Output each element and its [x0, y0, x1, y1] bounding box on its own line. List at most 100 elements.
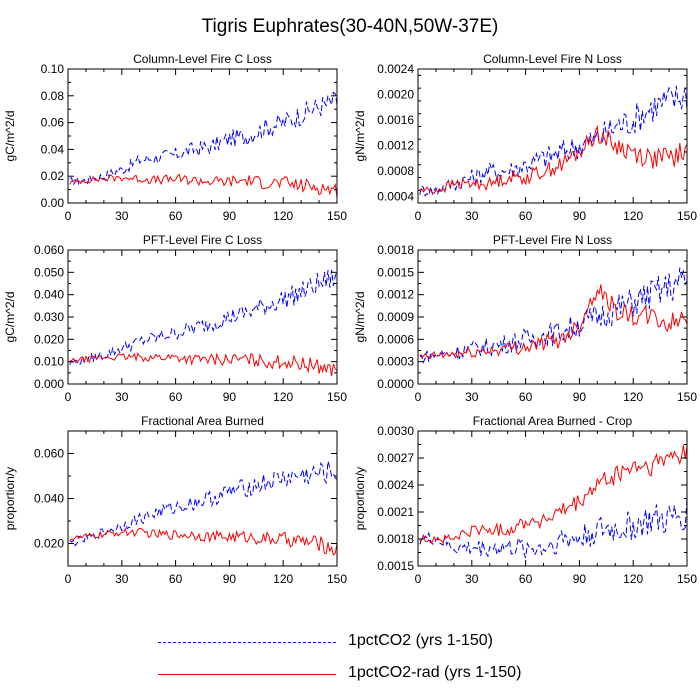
- x-tick-label: 30: [115, 209, 129, 223]
- x-tick-label: 60: [169, 390, 183, 404]
- legend-label-1pctco2: 1pctCO2 (yrs 1-150): [348, 632, 493, 649]
- y-tick-label: 0.0012: [377, 139, 414, 153]
- legend-item-1pctco2: 1pctCO2 (yrs 1-150): [158, 632, 578, 652]
- panel-title: PFT-Level Fire N Loss: [493, 233, 612, 247]
- y-axis-label: gC/m^2/d: [3, 292, 17, 343]
- y-tick-label: 0.0024: [377, 478, 414, 492]
- panel-4: PFT-Level Fire N Loss gN/m^2/d 0 30 60 90 120 1…: [353, 233, 697, 404]
- y-tick-label: 0.0015: [377, 559, 414, 573]
- x-tick-label: 60: [519, 572, 533, 586]
- series-line-1pctco2: [69, 91, 337, 186]
- panel-5: Fractional Area Burned proportion/y 0 30 60 9…: [3, 414, 347, 586]
- y-axis-label: proportion/y: [3, 467, 17, 530]
- y-tick-label: 0.0006: [377, 332, 414, 346]
- y-tick-label: 0.10: [41, 62, 65, 76]
- x-tick-label: 120: [623, 209, 643, 223]
- x-tick-label: 30: [115, 390, 129, 404]
- y-tick-label: 0.06: [41, 116, 65, 130]
- y-tick-label: 0.0004: [377, 190, 414, 204]
- series-line-1pctco2: [419, 498, 687, 559]
- panel-title: PFT-Level Fire C Loss: [143, 233, 262, 247]
- series-line-1pctco2-rad: [69, 351, 337, 377]
- y-tick-label: 0.0018: [377, 243, 414, 257]
- series-line-1pctco2: [69, 269, 337, 366]
- panel-2: Column-Level Fire N Loss gN/m^2/d 0 30 60 90 1…: [353, 52, 697, 223]
- x-tick-label: 90: [573, 209, 587, 223]
- y-tick-label: 0.0012: [377, 288, 414, 302]
- y-tick-label: 0.0016: [377, 113, 414, 127]
- series-line-1pctco2-rad: [419, 124, 687, 195]
- y-axis-label: proportion/y: [353, 467, 367, 530]
- series-line-1pctco2-rad: [69, 527, 337, 556]
- series-line-1pctco2: [69, 460, 337, 547]
- x-tick-label: 30: [465, 390, 479, 404]
- x-tick-label: 60: [169, 572, 183, 586]
- series-line-1pctco2-rad: [419, 444, 687, 544]
- x-tick-label: 0: [415, 209, 422, 223]
- plot-frame: [67, 430, 338, 567]
- y-tick-label: 0.0020: [377, 88, 414, 102]
- x-tick-label: 90: [573, 390, 587, 404]
- y-tick-label: 0.0030: [377, 424, 414, 438]
- x-tick-label: 0: [65, 390, 72, 404]
- x-tick-label: 30: [465, 572, 479, 586]
- panel-title: Fractional Area Burned - Crop: [473, 414, 633, 428]
- x-tick-label: 120: [273, 390, 293, 404]
- x-tick-label: 0: [65, 572, 72, 586]
- y-axis-label: gN/m^2/d: [353, 292, 367, 343]
- x-tick-label: 150: [677, 572, 697, 586]
- series-line-1pctco2-rad: [419, 284, 687, 360]
- y-tick-label: 0.050: [34, 265, 64, 279]
- panel-6: Fractional Area Burned - Crop proportion/…: [353, 414, 697, 586]
- legend-item-1pctco2-rad: 1pctCO2-rad (yrs 1-150): [158, 664, 578, 684]
- y-tick-label: 0.060: [34, 447, 64, 461]
- panel-title: Column-Level Fire C Loss: [133, 52, 272, 66]
- panel-title: Fractional Area Burned: [141, 414, 264, 428]
- y-tick-label: 0.0003: [377, 355, 414, 369]
- x-tick-label: 60: [519, 209, 533, 223]
- y-tick-label: 0.0008: [377, 164, 414, 178]
- x-tick-label: 150: [327, 209, 347, 223]
- y-tick-label: 0.0018: [377, 532, 414, 546]
- y-tick-label: 0.0021: [377, 505, 414, 519]
- series-line-1pctco2: [419, 267, 687, 365]
- x-tick-label: 30: [465, 209, 479, 223]
- y-tick-label: 0.00: [41, 196, 65, 210]
- legend-label-1pctco2-rad: 1pctCO2-rad (yrs 1-150): [348, 664, 522, 681]
- plot-frame: [417, 68, 688, 204]
- x-tick-label: 90: [573, 572, 587, 586]
- y-tick-label: 0.020: [34, 332, 64, 346]
- x-tick-label: 60: [169, 209, 183, 223]
- x-tick-label: 120: [273, 572, 293, 586]
- x-tick-label: 120: [623, 572, 643, 586]
- y-tick-label: 0.060: [34, 243, 64, 257]
- y-tick-label: 0.08: [41, 89, 65, 103]
- series-line-1pctco2-rad: [69, 173, 337, 198]
- panel-title: Column-Level Fire N Loss: [483, 52, 622, 66]
- y-tick-label: 0.0024: [377, 62, 414, 76]
- y-tick-label: 0.040: [34, 288, 64, 302]
- y-tick-label: 0.0027: [377, 451, 414, 465]
- x-tick-label: 150: [327, 572, 347, 586]
- panel-1: Column-Level Fire C Loss gC/m^2/d 0 30 60 90 1…: [3, 52, 347, 223]
- x-tick-label: 0: [415, 390, 422, 404]
- y-tick-label: 0.0015: [377, 265, 414, 279]
- x-tick-label: 30: [115, 572, 129, 586]
- x-tick-label: 90: [223, 572, 237, 586]
- y-tick-label: 0.000: [34, 377, 64, 391]
- x-tick-label: 120: [273, 209, 293, 223]
- y-tick-label: 0.040: [34, 492, 64, 506]
- x-tick-label: 150: [327, 390, 347, 404]
- y-axis-label: gN/m^2/d: [353, 111, 367, 162]
- x-tick-label: 150: [677, 390, 697, 404]
- legend-swatch-dashed-blue: [158, 642, 336, 643]
- y-axis-label: gC/m^2/d: [3, 111, 17, 162]
- x-tick-label: 0: [65, 209, 72, 223]
- y-tick-label: 0.020: [34, 537, 64, 551]
- plot-frame: [67, 249, 338, 385]
- y-tick-label: 0.04: [41, 142, 65, 156]
- x-tick-label: 0: [415, 572, 422, 586]
- x-tick-label: 60: [519, 390, 533, 404]
- x-tick-label: 90: [223, 390, 237, 404]
